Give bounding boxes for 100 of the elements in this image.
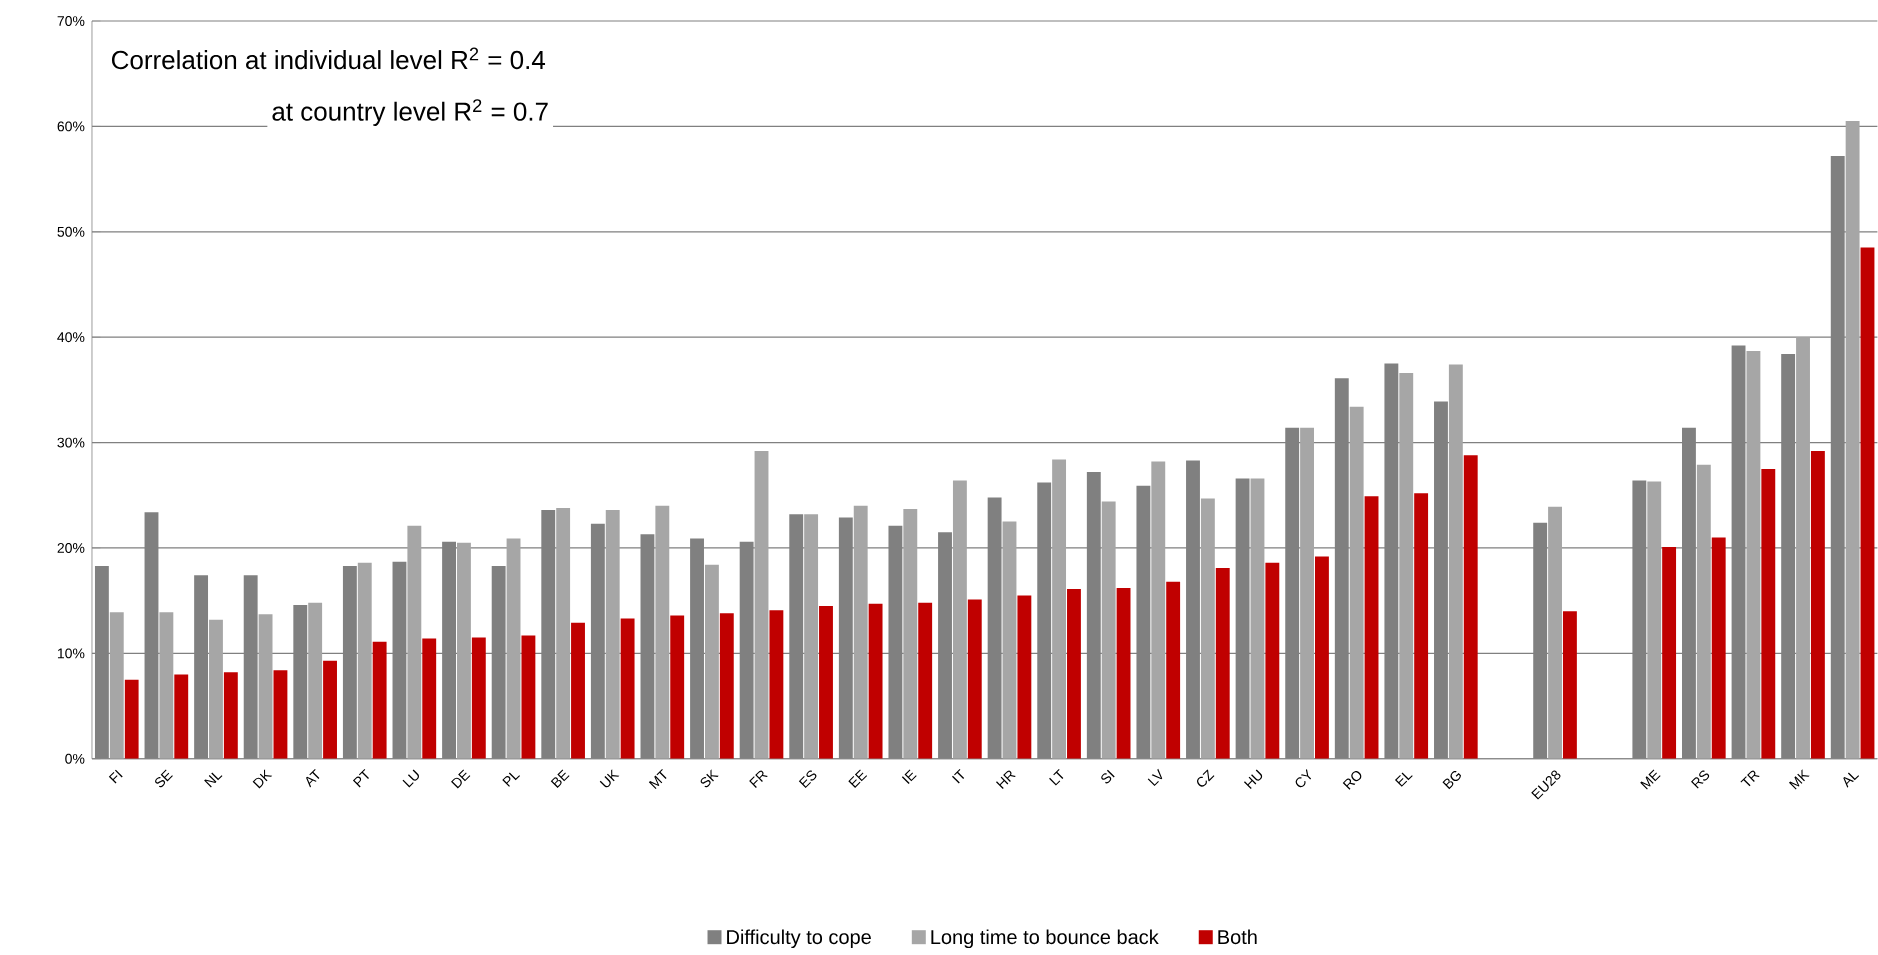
x-tick-label: SK <box>700 769 719 788</box>
bar <box>1166 581 1181 759</box>
x-tick-label: LV <box>1147 768 1163 787</box>
bar <box>1200 498 1215 759</box>
bar <box>571 622 585 759</box>
x-tick-label: DK <box>252 769 273 789</box>
bar <box>556 507 571 759</box>
bar <box>258 614 273 759</box>
bar <box>407 525 422 759</box>
annotation: at country level R$^{2}$ = 0.7 <box>272 99 548 127</box>
x-tick-label: IE <box>901 769 917 785</box>
bar <box>670 615 685 759</box>
x-tick-label: LU <box>402 769 419 788</box>
x-tick-label: PT <box>352 769 369 788</box>
bar <box>1746 350 1761 759</box>
bar <box>1761 468 1776 759</box>
x-tick-label: ES <box>798 770 817 789</box>
bar <box>903 509 918 759</box>
x-tick-label: LT <box>1049 769 1064 786</box>
x-tick-label: SI <box>1101 769 1115 784</box>
bar <box>1101 501 1116 759</box>
bar <box>1215 568 1230 759</box>
x-tick-label: UK <box>599 769 620 788</box>
legend-label: Both <box>1218 929 1257 945</box>
bar <box>620 618 635 759</box>
x-tick-label: RS <box>1691 770 1710 789</box>
bar <box>159 612 174 759</box>
bar <box>308 602 323 759</box>
bar <box>1315 556 1329 759</box>
bar <box>323 660 337 759</box>
bar <box>1696 464 1711 759</box>
x-tick-label: CY <box>1295 769 1312 788</box>
y-tick-label: 60% <box>57 121 85 132</box>
bar <box>804 514 819 759</box>
x-tick-label: EL <box>1394 772 1413 787</box>
x-tick-label: IT <box>952 769 965 784</box>
bar <box>223 672 238 759</box>
bar <box>1349 406 1364 759</box>
bar <box>819 605 833 759</box>
y-tick-label: 50% <box>57 226 85 237</box>
x-tick-label: HR <box>996 770 1016 790</box>
x-tick-label: NL <box>204 772 223 788</box>
x-tick-label: PL <box>502 772 521 787</box>
bar <box>1414 493 1429 759</box>
bar <box>704 564 719 759</box>
bar <box>952 480 967 759</box>
legend-label: Long time to bounce back <box>931 929 1159 949</box>
bar <box>1300 427 1314 759</box>
annotation: Correlation at individual level R$^{2}$ = 0.4 <box>111 47 546 70</box>
bar <box>1810 451 1825 759</box>
x-tick-label: CZ <box>1197 769 1215 787</box>
bar <box>1860 247 1875 759</box>
bar <box>506 538 521 759</box>
bar <box>1399 373 1414 759</box>
bar <box>174 674 189 759</box>
bar <box>967 599 982 759</box>
bar <box>109 612 124 759</box>
x-tick-label: BG <box>1442 771 1461 790</box>
bar <box>357 562 372 759</box>
bar <box>1711 537 1726 759</box>
bar <box>1067 589 1081 759</box>
x-tick-label: DE <box>451 769 471 789</box>
bar <box>1647 481 1662 759</box>
bar <box>1116 588 1131 759</box>
x-tick-label: MK <box>1788 769 1810 790</box>
bar <box>1364 496 1379 759</box>
x-tick-label: SE <box>155 769 173 788</box>
x-tick-label: HU <box>1243 769 1263 790</box>
y-tick-label: 70% <box>57 16 85 26</box>
x-tick-label: TR <box>1740 770 1760 787</box>
bar <box>1151 461 1166 759</box>
bar <box>1562 611 1577 759</box>
x-tick-label: AL <box>1843 772 1860 788</box>
bar <box>1002 521 1017 759</box>
bar <box>605 510 620 759</box>
bar <box>422 638 437 759</box>
bar <box>918 602 933 759</box>
x-tick-label: FI <box>108 769 123 784</box>
bar <box>853 505 868 759</box>
bar <box>1845 121 1860 759</box>
bar <box>1052 459 1067 759</box>
bar <box>471 637 486 759</box>
bar <box>521 635 536 759</box>
y-tick-label: 20% <box>57 543 85 553</box>
y-tick-label: 0% <box>65 753 85 764</box>
bar <box>1548 506 1562 759</box>
y-tick-label: 10% <box>57 648 85 659</box>
bar <box>868 603 883 759</box>
bar <box>273 670 288 759</box>
x-tick-label: FR <box>749 770 768 788</box>
x-tick-label: BE <box>550 769 570 788</box>
bar <box>209 619 223 759</box>
bar <box>1796 337 1810 759</box>
x-tick-label: MT <box>648 769 667 790</box>
x-tick-label: AT <box>306 769 320 788</box>
bar <box>754 451 769 759</box>
bar <box>124 679 139 759</box>
bar <box>1662 546 1677 759</box>
bar <box>655 505 670 759</box>
bar <box>1265 562 1280 759</box>
